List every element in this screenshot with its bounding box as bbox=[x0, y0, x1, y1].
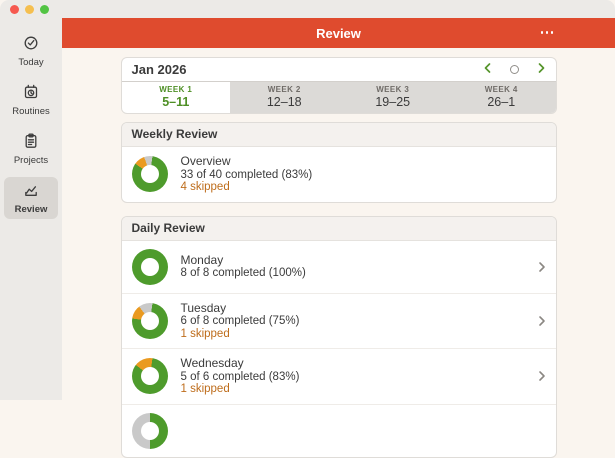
calendar-clock-icon bbox=[23, 84, 39, 105]
skipped-text: 4 skipped bbox=[180, 181, 230, 193]
weekly-review-card: Weekly Review Overview 33 of 40 complete… bbox=[120, 122, 557, 203]
donut-chart bbox=[131, 358, 168, 395]
row-text: Wednesday 5 of 6 completed (83%) 1 skipp… bbox=[180, 356, 300, 396]
daily-row-partial[interactable] bbox=[121, 403, 556, 457]
skipped-text: 1 skipped bbox=[180, 383, 230, 395]
row-text: Overview 33 of 40 completed (83%) 4 skip… bbox=[180, 154, 313, 194]
completed-text: 8 of 8 completed (100%) bbox=[180, 267, 306, 279]
chevron-right-icon bbox=[538, 370, 546, 382]
circle-icon[interactable] bbox=[509, 65, 519, 74]
donut-chart bbox=[131, 412, 168, 449]
line-chart-icon bbox=[23, 182, 39, 203]
sidebar-item-label: Projects bbox=[13, 155, 49, 166]
week-tab-range: 26–1 bbox=[487, 95, 516, 109]
nav-controls bbox=[483, 61, 546, 79]
chevron-right-icon[interactable] bbox=[537, 61, 546, 79]
sidebar: Today Routines Projects Review bbox=[0, 18, 62, 400]
close-window-button[interactable] bbox=[10, 4, 19, 14]
row-title: Monday bbox=[180, 252, 224, 267]
row-title: Overview bbox=[180, 154, 231, 168]
row-text: Monday 8 of 8 completed (100%) bbox=[180, 252, 306, 280]
row-title: Tuesday bbox=[180, 300, 227, 315]
app-header: Review bbox=[62, 18, 615, 48]
section-title: Weekly Review bbox=[121, 123, 556, 147]
sidebar-item-routines[interactable]: Routines bbox=[4, 79, 58, 121]
clipboard-icon bbox=[23, 133, 39, 154]
sidebar-item-label: Routines bbox=[12, 106, 50, 117]
ellipsis-icon[interactable] bbox=[540, 31, 553, 34]
donut-chart bbox=[131, 248, 168, 285]
completed-text: 33 of 40 completed (83%) bbox=[180, 168, 313, 181]
tab-week-3[interactable]: WEEK 3 19–25 bbox=[339, 82, 448, 113]
chevron-left-icon[interactable] bbox=[483, 61, 492, 79]
content-column: Jan 2026 WEEK 1 5–11 WEEK 2 bbox=[120, 57, 557, 458]
completed-text: 5 of 6 completed (83%) bbox=[180, 370, 300, 383]
month-row: Jan 2026 bbox=[122, 58, 556, 81]
daily-row-wednesday[interactable]: Wednesday 5 of 6 completed (83%) 1 skipp… bbox=[121, 348, 556, 404]
week-tab-range: 12–18 bbox=[266, 95, 302, 109]
completed-text: 6 of 8 completed (75%) bbox=[180, 315, 300, 327]
week-tab-range: 5–11 bbox=[162, 95, 190, 109]
week-tab-label: WEEK 2 bbox=[267, 85, 301, 94]
chevron-right-icon bbox=[538, 261, 546, 273]
row-title: Wednesday bbox=[180, 356, 244, 370]
daily-row-monday[interactable]: Monday 8 of 8 completed (100%) bbox=[122, 241, 556, 293]
daily-review-card: Daily Review Monday 8 of 8 completed (10… bbox=[120, 215, 557, 458]
week-tabs: WEEK 1 5–11 WEEK 2 12–18 WEEK 3 19–25 WE… bbox=[121, 81, 556, 113]
sidebar-item-projects[interactable]: Projects bbox=[4, 128, 58, 170]
sidebar-item-today[interactable]: Today bbox=[4, 30, 58, 72]
tab-week-4[interactable]: WEEK 4 26–1 bbox=[447, 82, 556, 113]
chevron-right-icon bbox=[538, 315, 546, 327]
check-circle-icon bbox=[23, 35, 39, 56]
week-tab-label: WEEK 4 bbox=[484, 85, 518, 94]
row-text: Tuesday 6 of 8 completed (75%) 1 skipped bbox=[180, 300, 300, 341]
main-area: Review Jan 2026 WEEK 1 bbox=[62, 18, 615, 458]
tab-week-1[interactable]: WEEK 1 5–11 bbox=[121, 82, 230, 113]
sidebar-item-review[interactable]: Review bbox=[4, 177, 58, 219]
month-label: Jan 2026 bbox=[131, 62, 187, 77]
donut-chart bbox=[131, 302, 168, 339]
sidebar-item-label: Today bbox=[18, 57, 44, 68]
date-navigator: Jan 2026 WEEK 1 5–11 WEEK 2 bbox=[120, 57, 557, 114]
week-tab-label: WEEK 1 bbox=[159, 85, 193, 94]
titlebar bbox=[0, 0, 615, 18]
tab-week-2[interactable]: WEEK 2 12–18 bbox=[230, 82, 339, 113]
page-title: Review bbox=[316, 25, 361, 41]
skipped-text: 1 skipped bbox=[180, 327, 230, 340]
daily-row-tuesday[interactable]: Tuesday 6 of 8 completed (75%) 1 skipped bbox=[121, 292, 556, 349]
zoom-window-button[interactable] bbox=[40, 4, 49, 14]
week-tab-label: WEEK 3 bbox=[376, 85, 410, 94]
donut-chart bbox=[131, 156, 168, 193]
minimize-window-button[interactable] bbox=[25, 4, 34, 14]
section-title: Daily Review bbox=[121, 216, 556, 241]
weekly-overview-row: Overview 33 of 40 completed (83%) 4 skip… bbox=[122, 147, 556, 202]
week-tab-range: 19–25 bbox=[375, 95, 411, 109]
sidebar-item-label: Review bbox=[14, 204, 48, 215]
